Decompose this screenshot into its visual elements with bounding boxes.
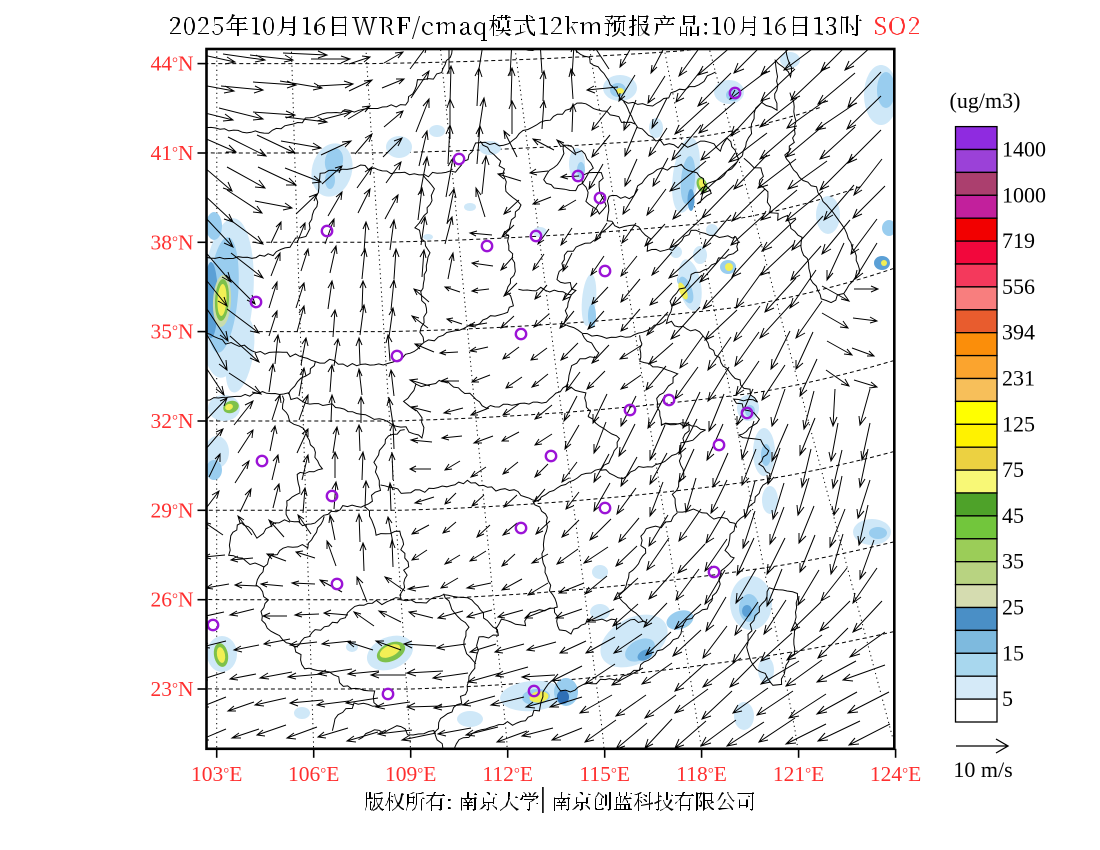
svg-text:5: 5: [1002, 686, 1013, 711]
svg-text:106°E: 106°E: [288, 762, 339, 786]
svg-text:44°N: 44°N: [150, 52, 194, 76]
svg-text:29°N: 29°N: [150, 498, 194, 522]
svg-text:35: 35: [1002, 549, 1024, 574]
svg-text:121°E: 121°E: [773, 762, 824, 786]
svg-text:1000: 1000: [1002, 182, 1046, 207]
svg-text:41°N: 41°N: [150, 141, 194, 165]
svg-text:25: 25: [1002, 595, 1024, 620]
svg-text:719: 719: [1002, 228, 1035, 253]
svg-text:32°N: 32°N: [150, 409, 194, 433]
svg-text:38°N: 38°N: [150, 230, 194, 254]
svg-text:109°E: 109°E: [385, 762, 436, 786]
svg-text:118°E: 118°E: [676, 762, 727, 786]
svg-text:45: 45: [1002, 503, 1024, 528]
svg-text:(ug/m3): (ug/m3): [950, 88, 1021, 113]
svg-text:103°E: 103°E: [191, 762, 242, 786]
svg-text:112°E: 112°E: [482, 762, 533, 786]
svg-text:1400: 1400: [1002, 137, 1046, 162]
svg-text:10 m/s: 10 m/s: [953, 757, 1012, 782]
svg-text:75: 75: [1002, 457, 1024, 482]
svg-text:394: 394: [1002, 320, 1035, 345]
svg-text:26°N: 26°N: [150, 588, 194, 612]
svg-text:556: 556: [1002, 274, 1035, 299]
svg-text:124°E: 124°E: [870, 762, 921, 786]
svg-text:15: 15: [1002, 640, 1024, 665]
svg-text:35°N: 35°N: [150, 320, 194, 344]
svg-text:125: 125: [1002, 411, 1035, 436]
svg-text:115°E: 115°E: [579, 762, 630, 786]
svg-text:231: 231: [1002, 366, 1035, 391]
